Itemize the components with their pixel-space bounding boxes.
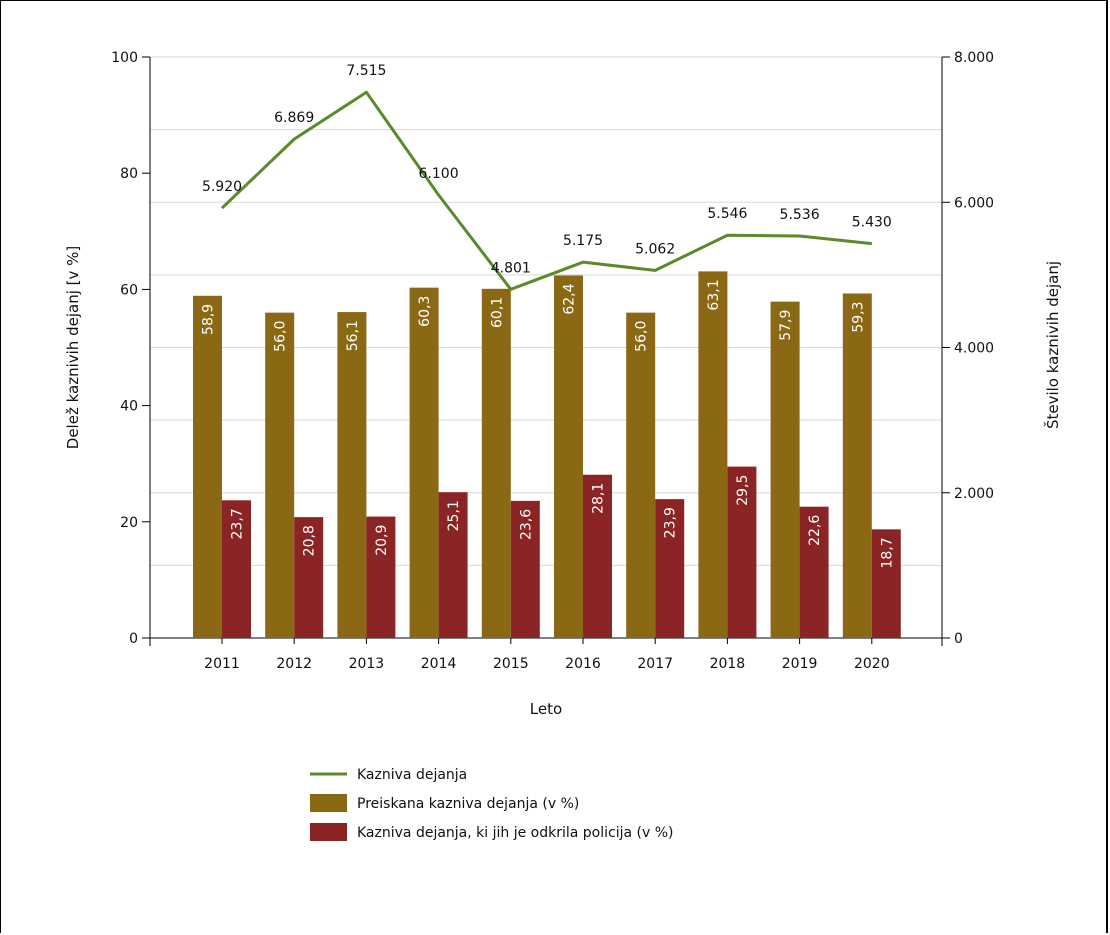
bar-label-policija: 23,6	[518, 509, 534, 540]
line-label-kazniva-dejanja: 6.869	[274, 110, 314, 126]
y-tick-label-right: 2.000	[954, 486, 994, 502]
bar-preiskana	[698, 271, 728, 638]
y-tick-label-left: 80	[120, 166, 138, 182]
x-tick-label: 2014	[421, 656, 457, 672]
x-tick-label: 2018	[710, 656, 746, 672]
legend-label: Kazniva dejanja	[357, 767, 467, 783]
x-tick-label: 2013	[349, 656, 385, 672]
bar-label-preiskana: 60,3	[417, 296, 433, 327]
y-axis-title-right: Število kaznivih dejanj	[1043, 261, 1062, 429]
line-label-kazniva-dejanja: 5.430	[852, 215, 892, 231]
bar-label-policija: 20,8	[302, 525, 318, 556]
y-tick-label-left: 40	[120, 399, 138, 415]
bar-label-policija: 22,6	[807, 515, 823, 546]
line-label-kazniva-dejanja: 5.175	[563, 233, 603, 249]
bar-label-preiskana: 58,9	[201, 304, 217, 335]
bar-policija	[366, 516, 396, 638]
y-tick-label-right: 6.000	[954, 195, 994, 211]
x-tick-label: 2015	[493, 656, 529, 672]
bar-policija	[222, 500, 251, 638]
legend-label: Kazniva dejanja, ki jih je odkrila polic…	[357, 825, 673, 841]
x-tick-label: 2020	[854, 656, 890, 672]
line-kazniva-dejanja	[220, 90, 872, 291]
bar-label-preiskana: 60,1	[489, 297, 505, 328]
y-tick-label-left: 60	[120, 282, 138, 298]
bar-label-preiskana: 56,0	[273, 321, 289, 352]
x-tick-label: 2012	[276, 656, 312, 672]
x-tick-label: 2017	[637, 656, 673, 672]
legend-swatch-bar	[310, 794, 347, 812]
bar-preiskana	[337, 312, 367, 638]
bar-policija	[294, 517, 324, 638]
bar-preiskana	[554, 275, 583, 638]
x-tick-label: 2019	[782, 656, 818, 672]
bar-label-preiskana: 62,4	[562, 283, 578, 314]
y-tick-label-right: 0	[954, 631, 963, 647]
bar-preiskana	[842, 293, 872, 638]
bar-preiskana	[193, 295, 222, 638]
bar-policija	[655, 499, 685, 638]
bar-label-preiskana: 59,3	[850, 301, 866, 332]
x-axis-title: Leto	[530, 700, 562, 718]
x-tick-label: 2016	[565, 656, 601, 672]
legend-swatch-bar	[310, 823, 347, 841]
y-tick-label-right: 8.000	[954, 50, 994, 66]
line-label-kazniva-dejanja: 4.801	[491, 260, 531, 276]
bar-label-policija: 20,9	[374, 525, 390, 556]
bar-label-policija: 23,7	[230, 508, 246, 539]
bar-label-preiskana: 63,1	[706, 279, 722, 310]
bar-preiskana	[626, 312, 656, 638]
bar-label-preiskana: 56,1	[345, 320, 361, 351]
bar-preiskana	[265, 312, 295, 638]
bar-policija	[871, 529, 901, 638]
line-label-kazniva-dejanja: 6.100	[419, 166, 459, 182]
bar-policija	[583, 474, 612, 638]
y-tick-label-left: 20	[120, 515, 138, 531]
y-tick-label-left: 100	[111, 50, 138, 66]
bar-preiskana	[770, 301, 800, 638]
legend-label: Preiskana kazniva dejanja (v %)	[357, 796, 579, 812]
x-tick-label: 2011	[204, 656, 240, 672]
line-label-kazniva-dejanja: 5.920	[202, 179, 242, 195]
bar-label-policija: 25,1	[446, 500, 462, 531]
bar-label-policija: 23,9	[663, 507, 679, 538]
bar-policija	[438, 492, 468, 638]
line-label-kazniva-dejanja: 5.546	[707, 206, 747, 222]
bar-policija	[510, 500, 540, 638]
bar-preiskana	[409, 287, 439, 638]
line-label-kazniva-dejanja: 5.062	[635, 241, 675, 257]
bar-label-policija: 28,1	[591, 483, 607, 514]
bar-label-policija: 29,5	[735, 475, 751, 506]
bar-label-preiskana: 56,0	[634, 321, 650, 352]
bar-policija	[727, 466, 757, 638]
y-tick-label-left: 0	[129, 631, 138, 647]
y-axis-title-left: Delež kaznivih dejanj [v %]	[64, 246, 82, 449]
y-tick-label-right: 4.000	[954, 341, 994, 357]
bar-label-preiskana: 57,9	[778, 310, 794, 341]
bar-label-policija: 18,7	[879, 537, 895, 568]
bar-preiskana	[481, 288, 511, 638]
line-label-kazniva-dejanja: 7.515	[346, 63, 386, 79]
line-label-kazniva-dejanja: 5.536	[780, 207, 820, 223]
bar-policija	[799, 506, 829, 638]
